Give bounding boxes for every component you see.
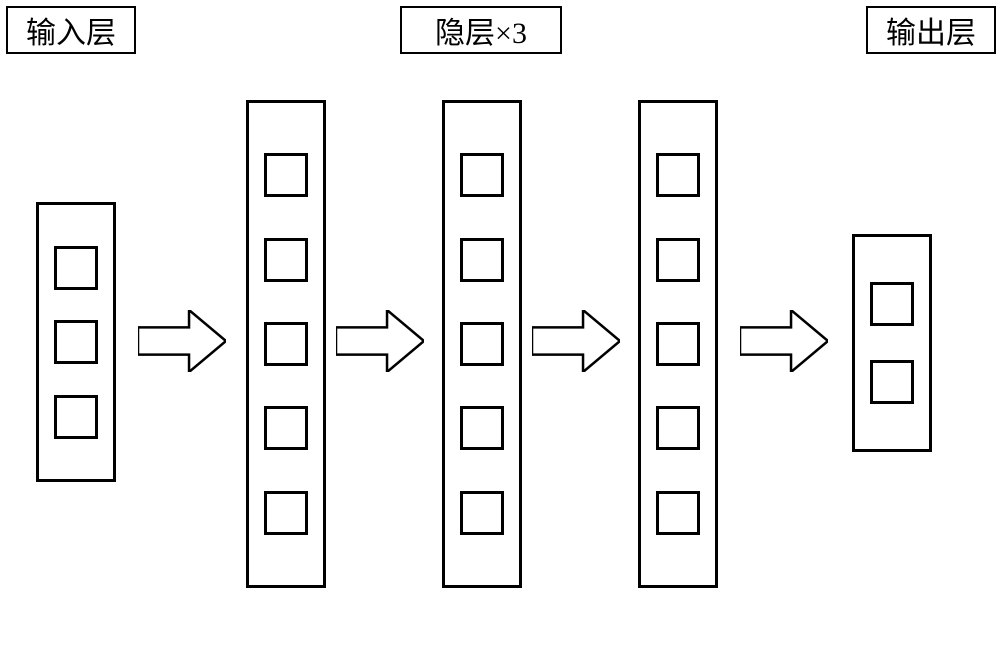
hidden-layer-3-unit: [656, 153, 700, 197]
hidden-layer-3-unit: [656, 322, 700, 366]
hidden-layer-2: [442, 100, 522, 588]
hidden-layer-2-unit: [460, 322, 504, 366]
hidden-layer-1-unit: [264, 322, 308, 366]
hidden-layer-label: 隐层×3: [400, 6, 562, 54]
hidden-layer-1: [246, 100, 326, 588]
flow-arrow-2: [336, 310, 424, 372]
input-layer-unit: [54, 395, 98, 439]
input-layer: [36, 202, 116, 482]
hidden-layer-1-unit: [264, 153, 308, 197]
output-layer: [852, 234, 932, 452]
output-layer-label: 输出层: [866, 6, 996, 54]
hidden-layer-1-unit: [264, 491, 308, 535]
flow-arrow-1: [138, 310, 226, 372]
hidden-layer-3-unit: [656, 238, 700, 282]
flow-arrow-3: [532, 310, 620, 372]
neural-network-diagram: 输入层 隐层×3 输出层: [0, 0, 1000, 649]
hidden-layer-2-unit: [460, 491, 504, 535]
hidden-layer-2-unit: [460, 238, 504, 282]
hidden-layer-3-unit: [656, 491, 700, 535]
input-layer-label: 输入层: [6, 6, 136, 54]
hidden-layer-1-unit: [264, 406, 308, 450]
input-layer-label-text: 输入层: [26, 8, 116, 52]
output-layer-unit: [870, 282, 914, 326]
hidden-layer-2-unit: [460, 406, 504, 450]
hidden-layer-2-unit: [460, 153, 504, 197]
hidden-layer-1-unit: [264, 238, 308, 282]
flow-arrow-4: [740, 310, 828, 372]
hidden-layer-3-unit: [656, 406, 700, 450]
input-layer-unit: [54, 246, 98, 290]
output-layer-label-text: 输出层: [886, 8, 976, 52]
hidden-layer-3: [638, 100, 718, 588]
output-layer-unit: [870, 360, 914, 404]
hidden-layer-label-text: 隐层×3: [435, 8, 527, 52]
input-layer-unit: [54, 320, 98, 364]
